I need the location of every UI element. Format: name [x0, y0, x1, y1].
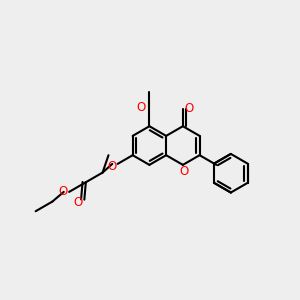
- Text: O: O: [107, 160, 117, 173]
- Text: O: O: [185, 102, 194, 115]
- Text: O: O: [136, 101, 146, 114]
- Text: O: O: [74, 196, 83, 208]
- Text: O: O: [58, 184, 68, 197]
- Text: O: O: [179, 165, 188, 178]
